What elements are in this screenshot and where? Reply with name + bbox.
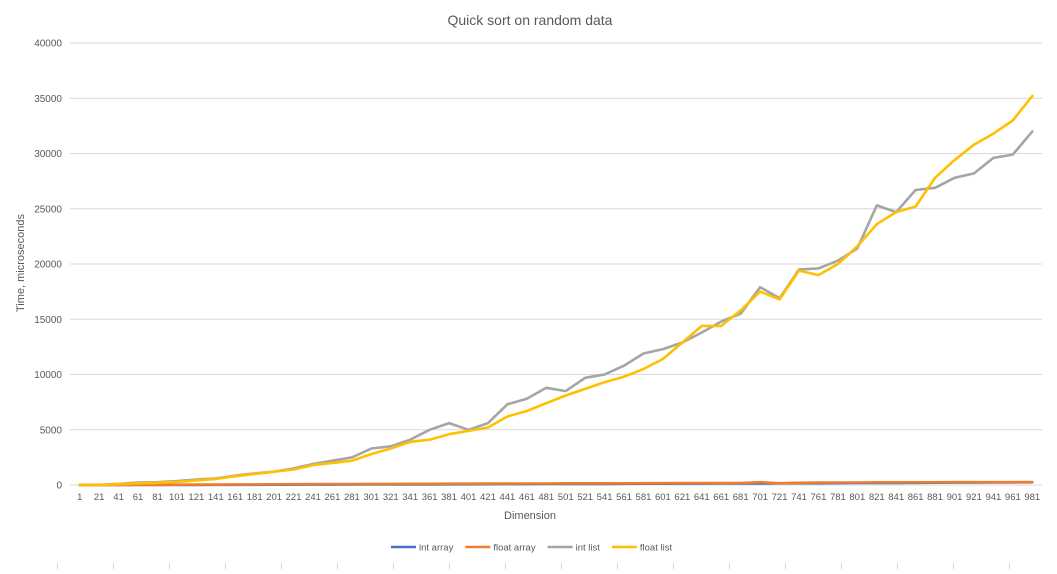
x-tick-label: 961 <box>1005 492 1021 503</box>
y-tick-label: 25000 <box>34 204 62 215</box>
x-tick-label: 241 <box>305 492 321 503</box>
x-tick-label: 741 <box>791 492 807 503</box>
y-axis-label: Time, microseconds <box>15 214 27 313</box>
x-tick-label: 101 <box>169 492 185 503</box>
strip-gridline <box>1009 563 1010 569</box>
x-tick-label: 181 <box>247 492 263 503</box>
x-tick-label: 481 <box>538 492 554 503</box>
x-tick-label: 21 <box>94 492 105 503</box>
x-tick-label: 901 <box>947 492 963 503</box>
x-tick-label: 641 <box>694 492 710 503</box>
x-tick-label: 781 <box>830 492 846 503</box>
x-tick-label: 661 <box>713 492 729 503</box>
x-tick-label: 801 <box>849 492 865 503</box>
x-axis-ticks: 1 21 41 61 81 101 121 141 161 181 201 221 241 261 281 3… <box>77 492 1040 503</box>
x-tick-label: 421 <box>480 492 496 503</box>
x-tick-label: 521 <box>577 492 593 503</box>
series-lines <box>78 94 1034 487</box>
x-tick-label: 441 <box>499 492 515 503</box>
x-tick-label: 541 <box>597 492 613 503</box>
x-tick-label: 621 <box>674 492 690 503</box>
x-tick-label: 701 <box>752 492 768 503</box>
x-tick-label: 381 <box>441 492 457 503</box>
series-line-int-list <box>78 130 1034 487</box>
legend-label: float array <box>493 543 535 554</box>
strip-gridline <box>57 563 58 569</box>
x-tick-label: 561 <box>616 492 632 503</box>
y-tick-label: 30000 <box>34 149 62 160</box>
strip-gridline <box>617 563 618 569</box>
legend-label: float list <box>640 543 673 554</box>
strip-gridline <box>449 563 450 569</box>
x-tick-label: 1 <box>77 492 82 503</box>
x-tick-label: 201 <box>266 492 282 503</box>
strip-gridline <box>393 563 394 569</box>
x-tick-label: 61 <box>133 492 144 503</box>
legend-item: float list <box>611 543 673 554</box>
y-tick-label: 35000 <box>34 94 62 105</box>
strip-gridline <box>841 563 842 569</box>
x-tick-label: 761 <box>811 492 827 503</box>
strip-gridline <box>561 563 562 569</box>
legend-item: int list <box>547 543 601 554</box>
x-tick-label: 501 <box>558 492 574 503</box>
x-axis-label: Dimension <box>504 510 556 522</box>
x-tick-label: 921 <box>966 492 982 503</box>
legend-label: int list <box>576 543 601 554</box>
y-tick-label: 0 <box>56 481 62 492</box>
legend-item: int array <box>391 543 454 554</box>
x-tick-label: 221 <box>286 492 302 503</box>
legend-item: float array <box>465 543 536 554</box>
strip-gridline <box>113 563 114 569</box>
y-tick-label: 5000 <box>40 425 63 436</box>
x-tick-label: 341 <box>402 492 418 503</box>
y-axis-ticks: 0 5000 10000 15000 20000 25000 30000 35000 40000 <box>34 39 62 492</box>
strip-gridline <box>785 563 786 569</box>
x-tick-label: 81 <box>152 492 163 503</box>
strip-gridline <box>505 563 506 569</box>
x-tick-label: 141 <box>208 492 224 503</box>
strip-gridline <box>953 563 954 569</box>
x-tick-label: 281 <box>344 492 360 503</box>
x-tick-label: 821 <box>869 492 885 503</box>
x-tick-label: 321 <box>383 492 399 503</box>
x-tick-label: 601 <box>655 492 671 503</box>
strip-gridline <box>281 563 282 569</box>
x-tick-label: 41 <box>113 492 124 503</box>
gridlines <box>70 42 1042 486</box>
legend-label: int array <box>419 543 454 554</box>
chart-title: Quick sort on random data <box>448 12 613 28</box>
strip-gridline <box>225 563 226 569</box>
y-tick-label: 40000 <box>34 39 62 50</box>
x-tick-label: 261 <box>325 492 341 503</box>
x-tick-label: 841 <box>888 492 904 503</box>
x-tick-label: 881 <box>927 492 943 503</box>
strip-gridline <box>897 563 898 569</box>
x-tick-label: 161 <box>227 492 243 503</box>
x-tick-label: 861 <box>908 492 924 503</box>
x-tick-label: 681 <box>733 492 749 503</box>
bottom-grid-strip <box>0 563 1057 569</box>
x-tick-label: 941 <box>985 492 1001 503</box>
legend: int array float array int list float list <box>391 543 672 554</box>
x-tick-label: 721 <box>772 492 788 503</box>
y-tick-label: 20000 <box>34 260 62 271</box>
x-tick-label: 401 <box>461 492 477 503</box>
y-tick-label: 15000 <box>34 315 62 326</box>
series-line-float-array <box>78 480 1034 487</box>
x-tick-label: 461 <box>519 492 535 503</box>
x-tick-label: 581 <box>636 492 652 503</box>
series-line-float-list <box>78 94 1034 487</box>
strip-gridline <box>169 563 170 569</box>
strip-gridline <box>729 563 730 569</box>
x-tick-label: 981 <box>1024 492 1040 503</box>
x-tick-label: 121 <box>188 492 204 503</box>
y-tick-label: 10000 <box>34 370 62 381</box>
strip-gridline <box>673 563 674 569</box>
x-tick-label: 301 <box>363 492 379 503</box>
strip-gridline <box>337 563 338 569</box>
x-tick-label: 361 <box>422 492 438 503</box>
